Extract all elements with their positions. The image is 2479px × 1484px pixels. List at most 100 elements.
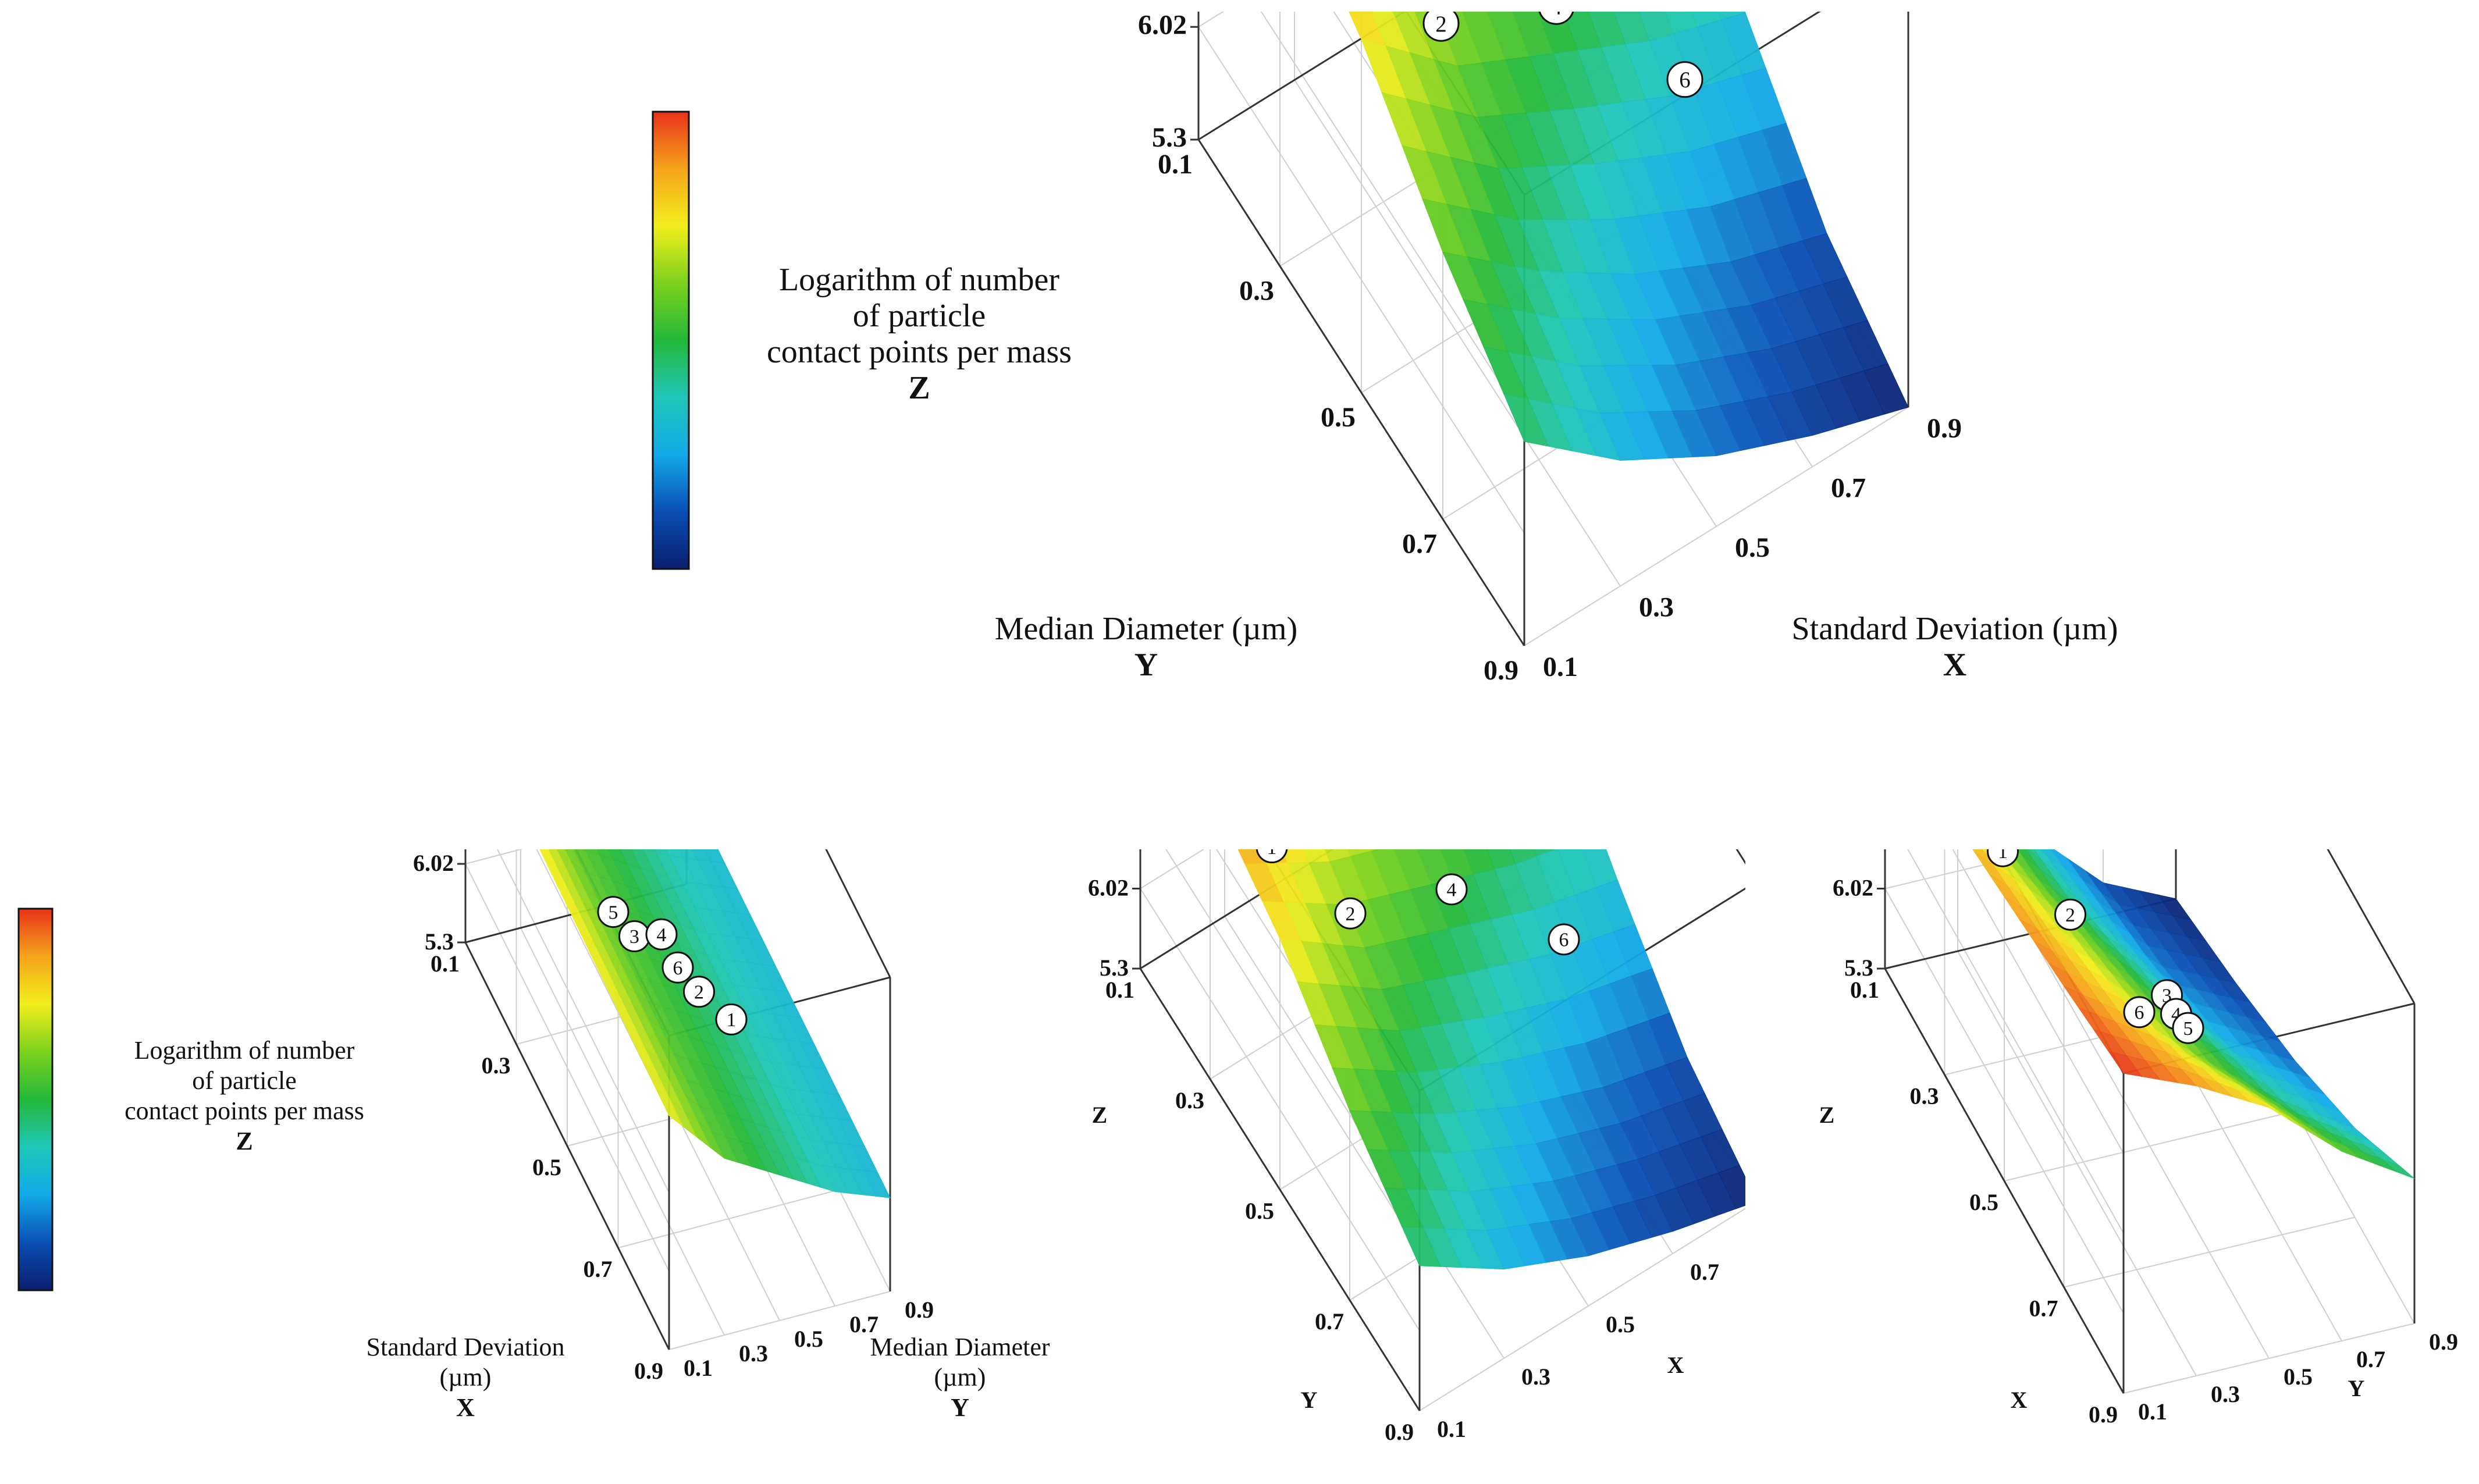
marker-label: 1	[1998, 849, 2008, 863]
b-tick-label: 0.9	[1927, 413, 1962, 444]
z-tick-label: 5.3	[1152, 122, 1187, 153]
marker-label: 1	[727, 1009, 737, 1031]
surface	[539, 849, 891, 1198]
axis-edge	[1139, 968, 1421, 1411]
x-axis-title-top: Standard Deviation (µm) X	[1740, 611, 2170, 683]
b-tick-label: 0.3	[1639, 592, 1674, 623]
marker-circle	[661, 951, 694, 984]
y-axis-symbol-top: Y	[1134, 647, 1158, 683]
grid-line	[1524, 407, 1909, 646]
surface-patch	[656, 1089, 684, 1127]
y-axis-label-bl: Median Diameter (µm)	[870, 1333, 1050, 1392]
axis-edge	[2327, 849, 2416, 1004]
a-tick-label: 0.5	[1321, 402, 1356, 433]
a-tick-label: 0.9	[2089, 1401, 2118, 1428]
b-tick-label: 0.7	[1831, 473, 1866, 504]
colorbar-label-line1: Logarithm of number	[778, 262, 1060, 298]
marker-circle	[683, 976, 715, 1008]
a-tick-label: 0.3	[1175, 1087, 1204, 1113]
marker-label: 4	[1550, 12, 1562, 20]
colorbar-gradient	[17, 908, 54, 1291]
marker-label: 2	[1435, 12, 1447, 37]
marker-label: 3	[629, 926, 639, 948]
a-tick-label: 0.3	[1910, 1083, 1939, 1109]
surface-patch	[2381, 1159, 2415, 1179]
marker-label: 2	[1346, 903, 1356, 925]
surface-patch	[2108, 1051, 2143, 1077]
b-tick-label: 0.5	[794, 1326, 823, 1352]
grid-line	[1140, 849, 1205, 889]
b-tick-label: 0.1	[2138, 1398, 2167, 1425]
marker-label: 4	[657, 924, 667, 946]
a-tick-label: 0.5	[1969, 1189, 1998, 1215]
y-axis-title-bl: Median Diameter (µm) Y	[861, 1332, 1059, 1423]
grid-line	[2123, 1323, 2415, 1394]
marker-circle	[2123, 996, 2156, 1029]
colorbar-label-bottom-symbol: Z	[236, 1127, 253, 1155]
axis-symbol: Z	[1819, 1102, 1835, 1128]
axis-symbol: Y	[2348, 1375, 2365, 1401]
axis-edge	[825, 849, 891, 978]
x-axis-symbol-top: X	[1943, 647, 1967, 683]
a-tick-label: 0.1	[1105, 977, 1134, 1003]
marker-circle	[1666, 61, 1703, 98]
b-tick-label: 0.7	[849, 1311, 879, 1337]
z-tick-label: 6.02	[1138, 12, 1187, 40]
grid-line	[1260, 12, 1525, 421]
marker-label: 5	[609, 902, 618, 923]
z-tick-label: 6.02	[413, 850, 454, 876]
a-tick-label: 0.9	[1484, 655, 1518, 686]
marker-circle	[597, 896, 629, 928]
a-tick-label: 0.5	[1245, 1198, 1274, 1224]
grid-line	[2064, 1216, 2355, 1288]
marker-label: 2	[694, 982, 704, 1003]
y-axis-symbol-bl: Y	[951, 1393, 969, 1422]
grid-line	[1165, 849, 1420, 1251]
marker-circle	[1548, 923, 1580, 956]
axis-edge	[1197, 139, 1525, 646]
a-tick-label: 0.7	[1315, 1308, 1344, 1334]
marker-circle	[1987, 849, 2019, 867]
y-axis-title-top: Median Diameter (µm) Y	[942, 611, 1350, 683]
marker-label: 2	[2065, 905, 2075, 926]
colorbar-label-bottom-line3: contact points per mass	[125, 1097, 364, 1125]
b-tick-label: 0.3	[2211, 1381, 2240, 1407]
marker-label: 6	[673, 958, 683, 979]
grid-line	[2030, 933, 2270, 1359]
marker-label: 1	[1267, 849, 1277, 859]
z-tick-label: 5.3	[1844, 955, 1873, 981]
a-tick-label: 0.1	[431, 951, 460, 977]
axis-symbol: Z	[1092, 1102, 1108, 1128]
b-tick-label: 0.9	[905, 1297, 934, 1323]
a-tick-label: 0.7	[2029, 1296, 2058, 1322]
surface-plot-side-x: 5.36.026.747.458.170.10.30.50.70.90.10.3…	[413, 849, 934, 1384]
a-tick-label: 0.3	[482, 1052, 511, 1079]
axis-symbol: Y	[1301, 1387, 1318, 1413]
b-tick-label: 0.9	[2429, 1329, 2458, 1355]
b-tick-label: 0.7	[1690, 1259, 1719, 1285]
colorbar-gradient	[652, 111, 690, 570]
marker-label: 4	[1447, 880, 1457, 901]
marker-circle	[1255, 849, 1288, 864]
b-tick-label: 0.3	[1521, 1364, 1550, 1390]
marker-label: 6	[1679, 67, 1691, 92]
b-tick-label: 0.5	[1735, 532, 1770, 563]
marker-label: 6	[2135, 1002, 2144, 1024]
marker-label: 5	[2183, 1018, 2193, 1040]
b-tick-label: 0.7	[2356, 1346, 2385, 1372]
b-tick-label: 0.1	[1543, 652, 1578, 682]
surface	[1349, 12, 1909, 461]
b-tick-label: 0.5	[2284, 1364, 2313, 1390]
b-tick-label: 0.1	[1437, 1416, 1466, 1442]
colorbar-label-line3: contact points per mass	[766, 334, 1072, 370]
marker-circle	[1435, 873, 1468, 906]
marker-circle	[1334, 897, 1367, 930]
surface-patch	[1402, 1226, 1442, 1267]
marker-circle	[2054, 898, 2086, 931]
colorbar-top	[652, 111, 690, 570]
a-tick-label: 0.1	[1850, 977, 1879, 1003]
surface-plot-side-y: 5.36.026.747.458.170.10.30.50.70.90.10.3…	[1819, 849, 2458, 1428]
grid-line	[1419, 1208, 1745, 1411]
surface-patch	[1503, 393, 1549, 447]
grid-line	[618, 1189, 840, 1248]
